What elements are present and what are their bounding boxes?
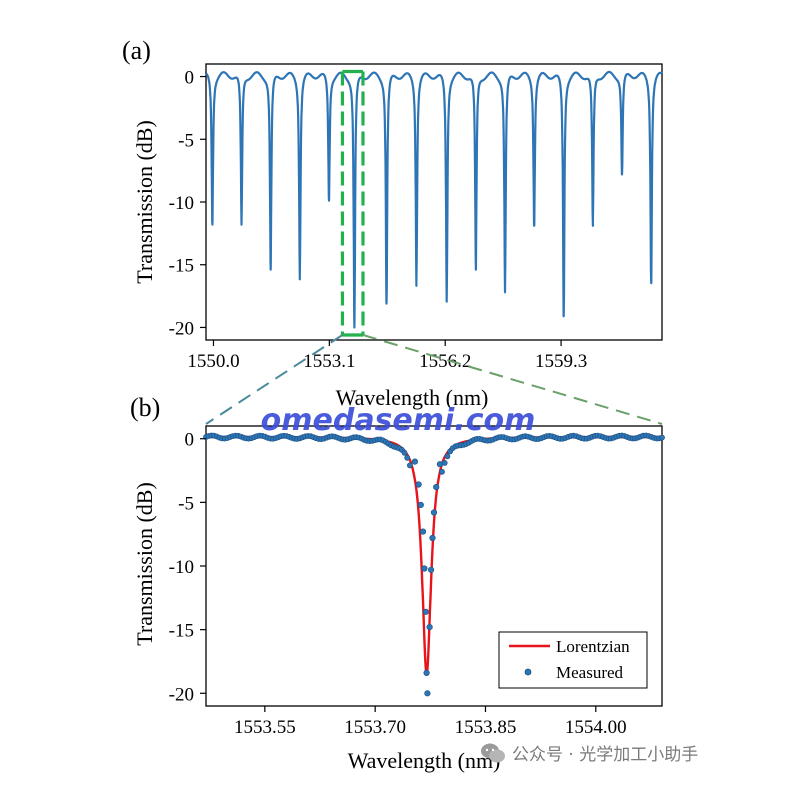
panel-a-y-tick-label: -15 (169, 256, 194, 277)
measured-point (422, 608, 430, 615)
legend-lorentzian-label: Lorentzian (556, 637, 630, 656)
measured-point (436, 461, 444, 468)
measured-point (444, 453, 451, 460)
panel-b-y-axis-label: Transmission (dB) (132, 482, 157, 646)
measured-point (406, 462, 413, 469)
watermark-text: omedasemi.com (261, 403, 536, 438)
panel-a-y-tick-label: -5 (178, 130, 194, 151)
wechat-icon (481, 743, 505, 762)
panel-a-y-axis-label: Transmission (dB) (132, 120, 157, 284)
panel-b-label: (b) (130, 393, 160, 422)
panel-b-y-tick-label: -20 (169, 684, 194, 705)
panel-a-y-tick-label: -20 (169, 318, 194, 339)
panel-a-transmission-series (205, 70, 663, 329)
measured-point (401, 449, 408, 456)
panel-b-x-tick-label: 1554.00 (565, 717, 627, 738)
zoom-connector-right (362, 334, 663, 425)
panel-b-x-tick-label: 1553.70 (344, 717, 406, 738)
panel-b-x-tick-label: 1553.85 (455, 717, 517, 738)
measured-point (421, 565, 428, 572)
panel-b-y-tick-label: -5 (178, 493, 194, 514)
panel-a-x-axis-label: Wavelength (nm) (336, 385, 489, 410)
panel-b-legend: Lorentzian Measured (498, 631, 648, 689)
panel-a-y-tick-label: -10 (169, 193, 194, 214)
panel-a-chart: 1550.0 1553.1 1556.2 1559.30-5-10-15-20 Wav… (132, 63, 663, 410)
measured-point (419, 528, 427, 535)
measured-point (429, 534, 436, 542)
measured-point (659, 434, 665, 441)
legend-measured-swatch (524, 668, 532, 676)
measured-point (433, 484, 440, 491)
panel-a-x-tick-label: 1553.1 (303, 351, 355, 372)
panel-b-y-tick-label: -10 (169, 557, 194, 578)
panel-b-x-axis-label: Wavelength (nm) (348, 748, 501, 773)
measured-point (424, 690, 431, 697)
panel-b-x-tick-label: 1553.55 (234, 717, 296, 738)
credit-line: 公众号 · 光学加工小助手 (480, 740, 698, 765)
measured-point (411, 458, 419, 465)
panel-a-x-tick-label: 1550.0 (187, 351, 239, 372)
measured-point (423, 669, 430, 677)
zoom-connector-left (205, 334, 343, 425)
measured-point (415, 481, 422, 488)
measured-point (426, 623, 433, 631)
measured-point (417, 501, 424, 509)
measured-point (404, 454, 411, 461)
measured-point (430, 509, 438, 516)
panel-a-y-tick-label: 0 (185, 68, 195, 89)
legend-measured-label: Measured (556, 663, 624, 682)
panel-a-label: (a) (122, 36, 151, 65)
measured-point (428, 566, 435, 573)
credit-text: 公众号 · 光学加工小助手 (512, 745, 699, 765)
panel-a-x-tick-label: 1559.3 (535, 351, 587, 372)
panel-b-y-tick-label: 0 (185, 430, 195, 451)
legend-box (498, 631, 648, 689)
panel-b-y-tick-label: -15 (169, 621, 194, 642)
measured-point (439, 468, 445, 475)
panel-b-chart: 1553.55 1553.70 1553.85 1554.00 0 -5 -10 -15 -20… (132, 425, 665, 773)
